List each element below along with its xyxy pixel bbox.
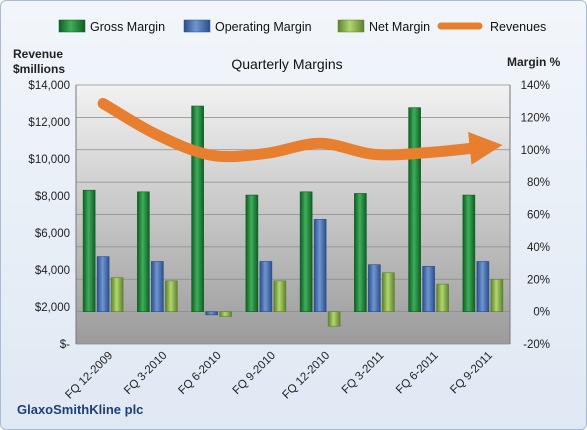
revenues-line bbox=[97, 98, 503, 165]
legend-swatch-gross-margin bbox=[58, 19, 86, 33]
x-tick-label: FQ 12-2010 bbox=[280, 350, 332, 402]
right-tick-label: 0% bbox=[533, 307, 550, 319]
operating-margin-bar bbox=[205, 311, 218, 316]
net-margin-bar bbox=[165, 280, 178, 312]
x-tick-label: FQ 9-2011 bbox=[448, 350, 495, 397]
x-tick-label: FQ 9-2010 bbox=[231, 350, 278, 397]
left-tick-label: $12,000 bbox=[28, 117, 70, 129]
operating-margin-bar bbox=[96, 256, 110, 312]
operating-margin-bar bbox=[151, 261, 164, 312]
x-tick-label: FQ 3-2010 bbox=[122, 350, 169, 397]
revenue-line bbox=[97, 98, 503, 165]
legend-label-gross-margin: Gross Margin bbox=[90, 20, 165, 34]
left-tick-label: $14,000 bbox=[28, 80, 70, 92]
gross-margin-bar bbox=[462, 194, 476, 312]
gross-margin-bar bbox=[299, 191, 313, 312]
operating-margin-bar bbox=[368, 264, 381, 312]
right-tick-label: 40% bbox=[527, 242, 550, 254]
x-tick-label: FQ 3-2011 bbox=[340, 350, 387, 397]
right-tick-label: 80% bbox=[527, 177, 550, 189]
right-tick-label: 120% bbox=[521, 112, 550, 124]
operating-margin-bar bbox=[313, 219, 327, 312]
legend-label-operating-margin: Operating Margin bbox=[215, 20, 312, 34]
right-tick-label: -20% bbox=[523, 339, 550, 351]
legend-swatch-net-margin bbox=[337, 19, 365, 33]
operating-margin-bar bbox=[259, 261, 273, 312]
gross-margin-bar bbox=[82, 189, 96, 312]
left-axis-title-line2: $millions bbox=[13, 62, 65, 76]
right-tick-label: 60% bbox=[527, 210, 550, 222]
net-margin-bar bbox=[436, 283, 449, 312]
net-margin-bar bbox=[110, 277, 124, 312]
operating-margin-bar bbox=[476, 261, 490, 312]
legend-label-revenues: Revenues bbox=[490, 20, 546, 34]
gross-margin-bar bbox=[354, 193, 367, 312]
chart-title: Quarterly Margins bbox=[231, 56, 342, 72]
gross-margin-bar bbox=[245, 194, 259, 312]
net-margin-bar bbox=[490, 278, 504, 312]
left-tick-label: $- bbox=[60, 339, 70, 351]
right-tick-label: 20% bbox=[527, 274, 550, 286]
x-axis-ticks: FQ 12-2009 FQ 3-2010 FQ 6-2010 FQ 9-2010 FQ … bbox=[63, 350, 495, 402]
right-tick-label: 100% bbox=[521, 145, 550, 157]
net-margin-bar bbox=[219, 311, 232, 317]
left-tick-label: $6,000 bbox=[35, 228, 70, 240]
left-axis-title-line1: Revenue bbox=[13, 47, 63, 61]
bars bbox=[82, 105, 504, 327]
x-tick-label: FQ 6-2011 bbox=[394, 350, 441, 397]
gross-margin-bar bbox=[137, 191, 150, 312]
net-margin-bar bbox=[327, 311, 341, 327]
x-tick-label: FQ 6-2010 bbox=[176, 350, 223, 397]
legend-label-net-margin: Net Margin bbox=[369, 20, 430, 34]
net-margin-bar bbox=[273, 280, 287, 312]
left-tick-label: $2,000 bbox=[35, 302, 70, 314]
legend-swatch-operating-margin bbox=[183, 19, 211, 33]
left-tick-label: $4,000 bbox=[35, 265, 70, 277]
left-tick-label: $8,000 bbox=[35, 191, 70, 203]
right-tick-label: 140% bbox=[521, 80, 550, 92]
operating-margin-bar bbox=[422, 265, 435, 312]
gross-margin-bar bbox=[408, 107, 421, 312]
right-axis-title: Margin % bbox=[507, 55, 561, 69]
left-tick-label: $10,000 bbox=[28, 154, 70, 166]
gross-margin-bar bbox=[191, 105, 204, 312]
left-axis-ticks: $- $2,000 $4,000 $6,000 $8,000 $10,000 $12,000… bbox=[28, 80, 70, 351]
right-axis-ticks: -20% 0% 20% 40% 60% 80% 100% 120% 140% bbox=[521, 80, 550, 351]
net-margin-bar bbox=[382, 272, 395, 312]
x-tick-label: FQ 12-2009 bbox=[63, 350, 115, 402]
legend: Gross Margin Operating Margin Net Margin… bbox=[58, 19, 546, 34]
company-name: GlaxoSmithKline plc bbox=[17, 402, 143, 417]
